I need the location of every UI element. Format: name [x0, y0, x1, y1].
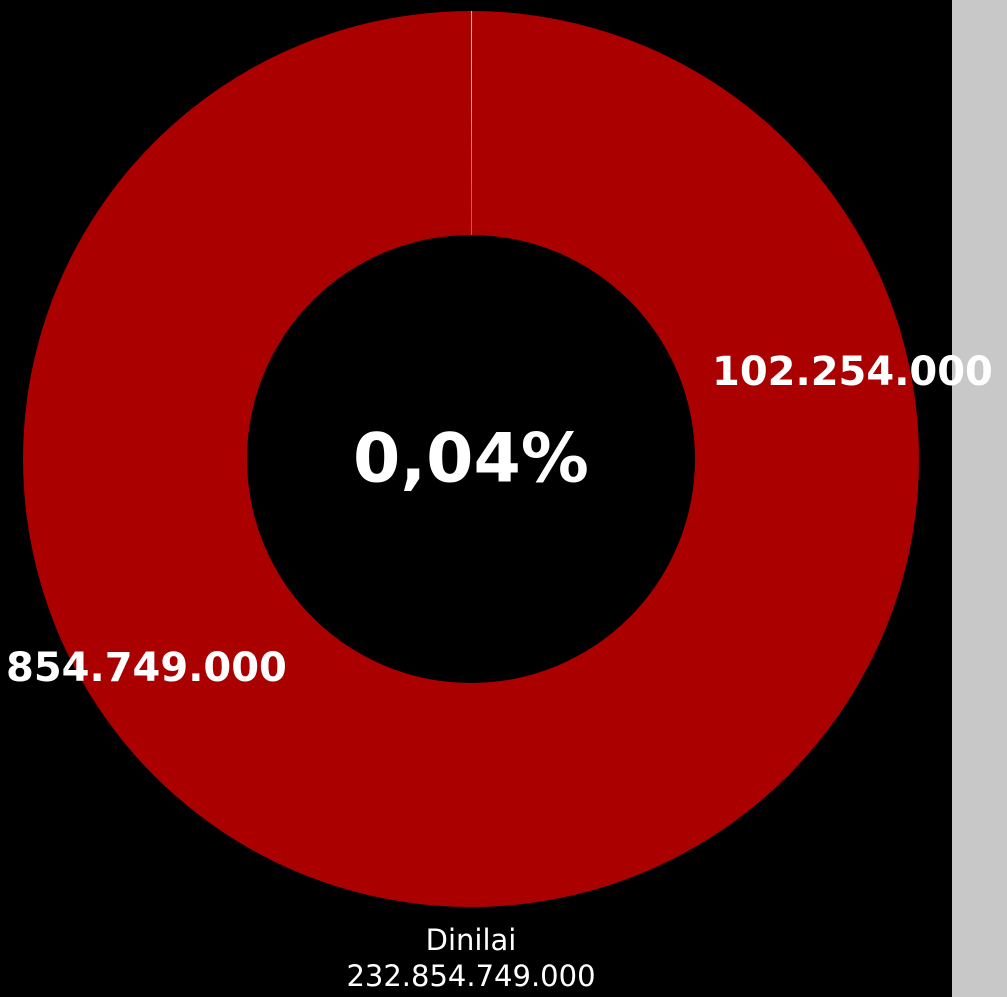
donut-hole	[247, 235, 695, 683]
slice-value-label-small: 102.254.000	[712, 349, 993, 395]
chart-caption: Dinilai 232.854.749.000	[271, 922, 671, 994]
slice-value-label-main: 854.749.000	[6, 645, 287, 691]
caption-value: 232.854.749.000	[346, 959, 596, 993]
center-percent-label: 0,04%	[353, 420, 589, 499]
caption-title: Dinilai	[425, 923, 517, 957]
side-panel	[952, 0, 1007, 997]
pie-slice-0	[471, 11, 473, 459]
